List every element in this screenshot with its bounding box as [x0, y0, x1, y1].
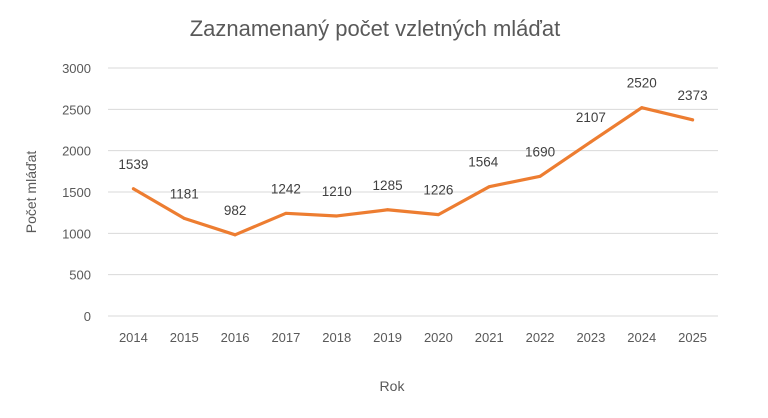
data-label: 1690	[525, 144, 555, 159]
data-label: 1564	[468, 155, 499, 170]
y-axis-label: Počet mláďat	[23, 151, 39, 234]
x-tick-label: 2018	[322, 330, 351, 345]
data-label: 1181	[170, 186, 199, 201]
data-label: 982	[224, 203, 247, 218]
x-tick-label: 2025	[678, 330, 707, 345]
data-label: 1539	[118, 157, 148, 172]
x-tick-label: 2021	[475, 330, 504, 345]
data-point	[131, 187, 135, 191]
y-tick-label: 1500	[62, 185, 91, 200]
y-tick-label: 0	[84, 309, 91, 324]
x-tick-label: 2015	[170, 330, 199, 345]
x-tick-label: 2019	[373, 330, 402, 345]
x-axis-label: Rok	[380, 378, 406, 394]
series-line	[131, 106, 695, 237]
data-point	[386, 208, 390, 212]
x-tick-label: 2022	[526, 330, 555, 345]
x-tick-label: 2023	[576, 330, 605, 345]
data-point	[691, 118, 695, 122]
data-point	[487, 185, 491, 189]
data-label: 1210	[322, 184, 352, 199]
data-label: 1285	[373, 178, 403, 193]
x-tick-label: 2016	[221, 330, 250, 345]
y-tick-label: 2000	[62, 144, 91, 159]
chart-title: Zaznamenaný počet vzletných mláďat	[190, 16, 561, 41]
x-tick-label: 2024	[627, 330, 656, 345]
data-point	[640, 106, 644, 110]
y-tick-label: 2500	[62, 102, 91, 117]
data-point	[335, 214, 339, 218]
x-tick-label: 2014	[119, 330, 148, 345]
y-tick-label: 1000	[62, 226, 91, 241]
data-point	[436, 213, 440, 217]
y-tick-label: 500	[69, 268, 91, 283]
data-label: 2520	[627, 76, 657, 91]
data-point	[284, 211, 288, 215]
data-point	[233, 233, 237, 237]
data-point	[538, 174, 542, 178]
data-point	[589, 140, 593, 144]
data-label: 2373	[678, 88, 708, 103]
x-tick-label: 2020	[424, 330, 453, 345]
data-point	[182, 216, 186, 220]
data-label: 1226	[423, 183, 453, 198]
data-label: 1242	[271, 181, 301, 196]
data-label: 2107	[576, 110, 606, 125]
y-tick-label: 3000	[62, 61, 91, 76]
x-tick-label: 2017	[271, 330, 300, 345]
